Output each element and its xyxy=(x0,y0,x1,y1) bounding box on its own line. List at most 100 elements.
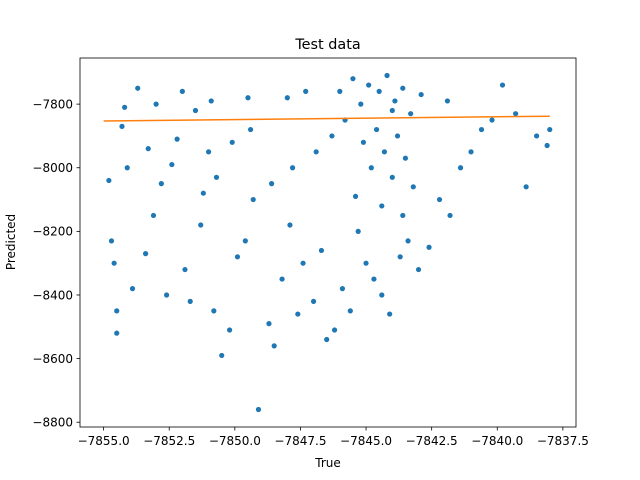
data-point xyxy=(129,286,136,292)
x-tick-label: −7855.0 xyxy=(78,434,130,448)
y-tick-label: −7800 xyxy=(32,97,73,111)
data-point xyxy=(179,88,185,94)
data-point xyxy=(384,72,390,79)
y-tick-label: −8600 xyxy=(32,352,73,366)
x-tick-label: −7847.5 xyxy=(274,434,326,448)
data-point xyxy=(523,184,529,190)
data-point xyxy=(499,82,506,88)
data-point xyxy=(366,82,372,88)
data-point xyxy=(174,136,180,142)
data-point xyxy=(368,165,374,171)
y-axis-label: Predicted xyxy=(4,214,18,270)
data-point xyxy=(415,266,422,273)
data-point xyxy=(389,107,395,114)
data-point xyxy=(324,336,330,343)
data-point xyxy=(205,149,212,155)
data-point xyxy=(284,95,290,101)
data-point xyxy=(457,165,464,171)
data-point xyxy=(371,276,377,282)
data-point xyxy=(534,133,540,139)
data-point xyxy=(426,244,432,250)
data-point xyxy=(135,85,141,91)
data-point xyxy=(279,276,285,282)
data-point xyxy=(169,161,175,168)
data-point xyxy=(114,308,120,314)
data-point xyxy=(289,165,296,171)
data-point xyxy=(200,190,206,196)
data-point xyxy=(436,196,443,203)
data-point xyxy=(313,149,319,155)
x-axis: −7855.0 −7852.5 −7850.0 −7847.5 −7845.0 −7842… xyxy=(78,427,589,448)
y-tick-label: −8400 xyxy=(32,288,73,302)
data-point xyxy=(389,174,395,180)
data-point xyxy=(164,292,170,298)
x-tick-label: −7840.0 xyxy=(471,434,523,448)
data-point xyxy=(363,260,369,266)
data-point xyxy=(468,149,474,155)
data-point xyxy=(347,308,353,314)
data-points xyxy=(106,72,553,413)
data-point xyxy=(211,308,217,314)
data-point xyxy=(271,343,277,349)
fit-line-group xyxy=(103,115,550,122)
data-point xyxy=(158,181,164,187)
data-point xyxy=(287,222,293,228)
data-point xyxy=(208,98,214,104)
data-point xyxy=(122,104,128,110)
fit-line xyxy=(103,115,550,122)
data-point xyxy=(392,98,398,104)
data-point xyxy=(489,117,495,123)
data-point xyxy=(242,238,248,244)
plot-frame xyxy=(79,57,577,428)
data-point xyxy=(234,254,241,260)
x-tick-label: −7845.0 xyxy=(340,434,392,448)
data-point xyxy=(310,298,317,304)
data-point xyxy=(213,174,220,180)
data-point xyxy=(337,88,343,94)
data-point xyxy=(182,266,188,273)
data-point xyxy=(394,133,401,139)
data-point xyxy=(114,330,120,336)
data-point xyxy=(405,238,411,244)
data-point xyxy=(300,260,306,266)
data-point xyxy=(266,321,272,327)
x-tick-label: −7837.5 xyxy=(537,434,589,448)
data-point xyxy=(339,286,346,292)
data-point xyxy=(400,85,406,91)
data-point xyxy=(547,126,553,133)
data-point xyxy=(303,88,309,94)
data-point xyxy=(402,155,409,161)
data-point xyxy=(153,101,159,107)
x-axis-label: True xyxy=(314,456,341,470)
data-point xyxy=(444,98,451,104)
data-point xyxy=(247,126,254,133)
data-point xyxy=(400,212,406,219)
data-point xyxy=(106,177,112,184)
data-point xyxy=(250,196,256,203)
data-point xyxy=(387,311,393,317)
data-point xyxy=(255,406,262,413)
data-point xyxy=(192,107,199,114)
data-point xyxy=(331,327,338,333)
y-tick-label: −8000 xyxy=(32,161,73,175)
data-point xyxy=(379,292,385,298)
data-point xyxy=(268,181,275,187)
data-point xyxy=(447,212,453,219)
data-point xyxy=(145,146,151,152)
data-point xyxy=(198,222,204,228)
data-point xyxy=(229,139,235,145)
data-point xyxy=(418,91,424,98)
data-point xyxy=(352,193,359,199)
y-axis: −7800 −8000 −8200 −8400 −8600 −8800 xyxy=(32,97,80,430)
x-tick-label: −7852.5 xyxy=(143,434,195,448)
data-point xyxy=(381,149,388,155)
data-point xyxy=(318,247,325,254)
chart-title: Test data xyxy=(294,37,360,53)
data-point xyxy=(379,203,385,209)
data-point xyxy=(143,251,149,257)
data-point xyxy=(119,123,125,129)
data-point xyxy=(187,298,193,304)
data-point xyxy=(358,101,364,107)
